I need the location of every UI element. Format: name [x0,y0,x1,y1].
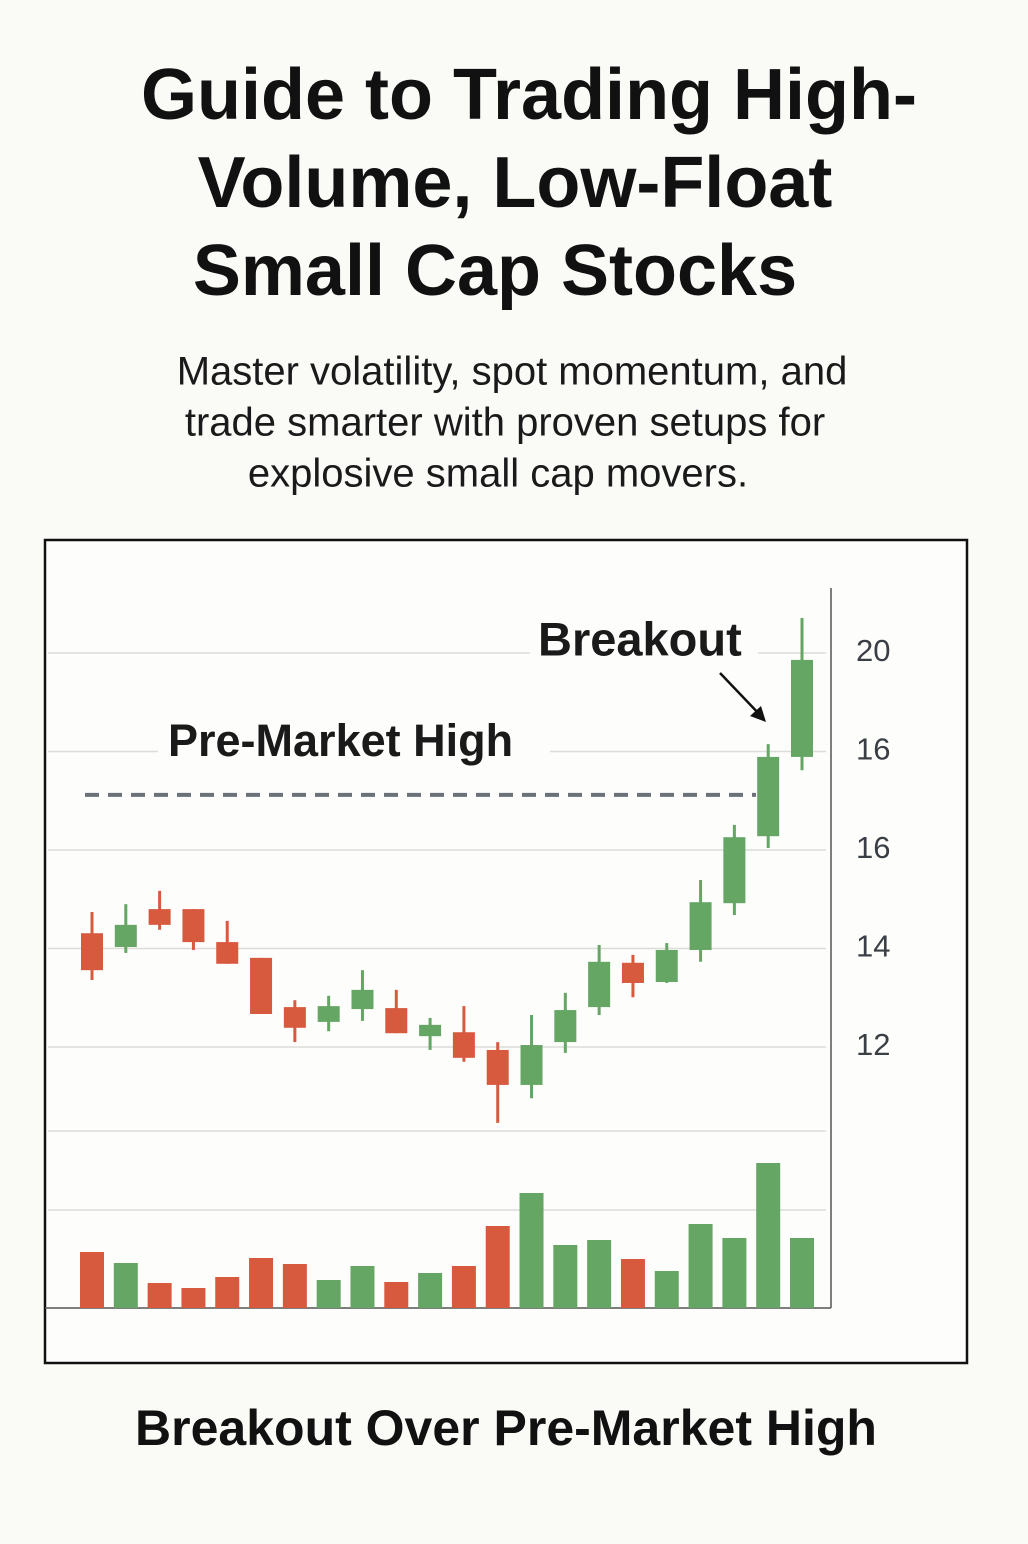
label-background [530,615,758,671]
candle-body [419,1024,442,1037]
subtitle-line: explosive small cap movers. [248,452,748,496]
candle-body [250,957,273,1015]
subtitle-line: Master volatility, spot momentum, and [177,350,848,394]
volume-bar [80,1252,104,1308]
volume-bar [485,1226,510,1308]
y-tick-label: 20 [856,633,890,668]
volume-bar [620,1259,645,1308]
candle-body [723,837,746,904]
candle-body [554,1010,577,1043]
arrow-shaft [719,672,763,718]
volume-bar [722,1238,747,1308]
candle-body [621,962,644,983]
y-tick-label: 12 [856,1027,890,1062]
candle-body [385,1008,408,1034]
volume-bar [215,1277,240,1308]
candle-body [791,659,813,757]
volume-bar [249,1258,274,1308]
candle-body [689,902,712,950]
candle-body [655,949,678,982]
title-line: Guide to Trading High- [141,55,917,135]
candle-body [351,989,374,1010]
subtitle-line: trade smarter with proven setups for [185,401,825,445]
y-tick-label: 16 [856,830,890,865]
candle-body [216,942,239,964]
y-tick-label: 14 [856,929,890,964]
arrow-head [750,706,766,722]
candle-body [486,1049,509,1085]
y-tick-label: 16 [856,732,890,767]
annotation-label: Breakout [538,612,742,665]
chart-frame [43,538,969,1365]
candle-body [588,961,611,1008]
volume-bar [384,1282,409,1308]
volume-bar [350,1266,375,1308]
candle-body [520,1045,543,1085]
volume-bar [553,1245,578,1308]
candle-body [757,756,780,837]
label-background [158,718,550,770]
candle-body [114,924,137,948]
volume-bar [282,1264,307,1308]
volume-bar [790,1238,814,1308]
volume-bar [316,1280,341,1308]
title-line: Small Cap Stocks [193,231,797,311]
volume-bar [519,1193,544,1308]
volume-bar [654,1271,679,1308]
volume-bar [181,1288,206,1308]
volume-bar [756,1163,781,1308]
volume-bar [147,1283,172,1308]
volume-bar [451,1266,476,1308]
annotation-label: Pre-Market High [168,715,513,766]
candle-body [148,909,171,925]
candle-body [283,1007,306,1028]
volume-bar [587,1240,612,1308]
candle-body [81,933,103,971]
candle-body [182,909,205,943]
title-line: Volume, Low-Float [198,143,833,223]
candle-body [317,1006,340,1022]
volume-bar [418,1273,443,1308]
candle-body [452,1032,475,1058]
volume-bar [113,1263,138,1308]
chart-caption: Breakout Over Pre-Market High [135,1400,877,1456]
volume-bar [688,1224,713,1308]
marks [80,618,814,1308]
